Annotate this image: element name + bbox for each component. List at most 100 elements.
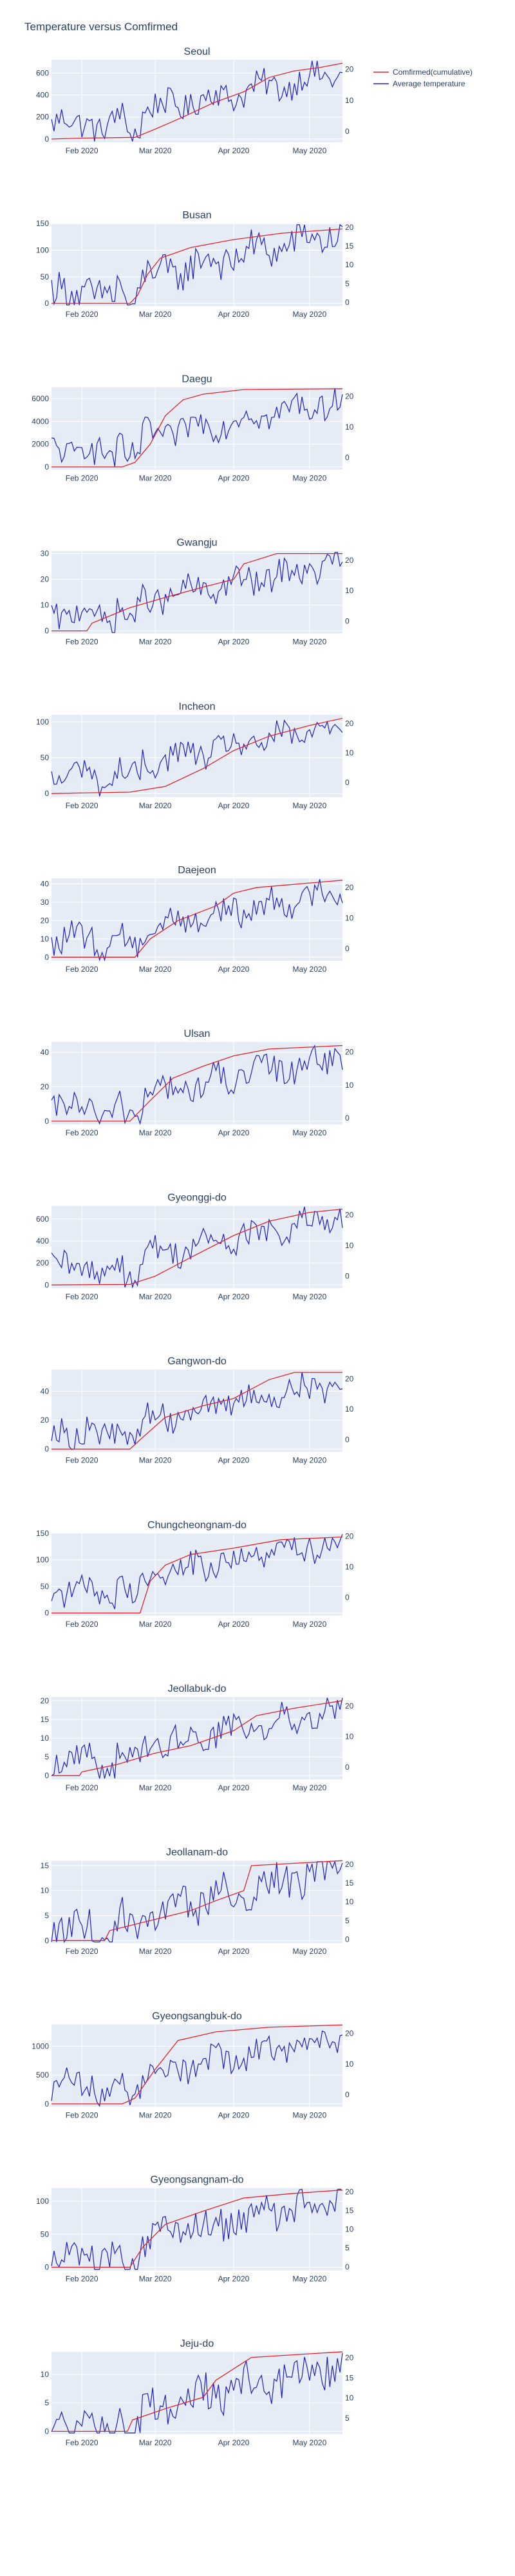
y-right-tick-label: 15 — [345, 2373, 354, 2382]
x-tick-label: May 2020 — [293, 801, 327, 810]
subplot-title: Gyeongsangnam-do — [151, 2175, 244, 2186]
temperature-line[interactable] — [51, 1372, 343, 1450]
subplot-gyeongsangbuk-do: Gyeongsangbuk-do Feb 2020 Mar 2020 Apr 2020… — [32, 2011, 353, 2119]
confirmed-line[interactable] — [52, 553, 342, 632]
y-left-tick-label: 600 — [36, 1215, 49, 1224]
x-tick-label: Mar 2020 — [139, 2438, 172, 2447]
x-tick-label: Mar 2020 — [139, 801, 172, 810]
confirmed-line[interactable] — [52, 2190, 343, 2268]
temperature-line[interactable] — [51, 61, 343, 142]
temperature-line[interactable] — [51, 1860, 343, 1944]
temperature-line[interactable] — [51, 1206, 343, 1289]
plot-area[interactable] — [52, 60, 342, 142]
confirmed-line[interactable] — [52, 228, 343, 304]
confirmed-line[interactable] — [52, 1860, 343, 1941]
confirmed-line[interactable] — [52, 1045, 343, 1122]
x-tick-label: Apr 2020 — [218, 310, 250, 319]
y-left-tick-label: 10 — [41, 934, 50, 943]
plot-area[interactable] — [52, 714, 342, 797]
plot-area[interactable] — [52, 2351, 342, 2434]
subplot-title: Gangwon-do — [167, 1356, 227, 1367]
y-left-tick-label: 0 — [44, 627, 49, 636]
plot-area[interactable] — [52, 223, 342, 307]
x-tick-label: Feb 2020 — [66, 638, 98, 647]
confirmed-line[interactable] — [52, 2351, 343, 2432]
y-right-tick-label: 5 — [345, 2414, 350, 2423]
confirmed-line[interactable] — [52, 1700, 343, 1776]
subplot-jeollabuk-do: Jeollabuk-do Feb 2020 Mar 2020 Apr 2020 May … — [41, 1683, 354, 1792]
y-right-tick-label: 20 — [345, 1701, 354, 1710]
confirmed-line[interactable] — [52, 880, 343, 958]
confirmed-line[interactable] — [52, 388, 343, 468]
confirmed-line[interactable] — [52, 1372, 342, 1450]
x-tick-label: Apr 2020 — [218, 1456, 250, 1465]
y-right-tick-label: 10 — [345, 748, 354, 757]
confirmed-line[interactable] — [51, 1208, 343, 1285]
y-left-tick-label: 40 — [41, 1387, 50, 1396]
plot-area[interactable] — [52, 2024, 342, 2107]
subplot-title: Jeollanam-do — [166, 1847, 228, 1858]
y-left-tick-label: 50 — [41, 272, 50, 281]
y-right-tick-label: 20 — [345, 1374, 354, 1383]
temperature-line[interactable] — [51, 1698, 343, 1779]
y-right-tick-label: 0 — [345, 127, 350, 136]
plot-area[interactable] — [52, 1533, 342, 1616]
x-tick-label: Mar 2020 — [139, 2110, 172, 2119]
temperature-line[interactable] — [51, 223, 343, 306]
plot-area[interactable] — [52, 551, 342, 634]
y-right-tick-label: 5 — [345, 2244, 350, 2253]
x-tick-label: May 2020 — [293, 1128, 327, 1137]
plot-area[interactable] — [52, 1861, 342, 1944]
x-tick-label: Feb 2020 — [66, 146, 98, 155]
x-tick-label: Mar 2020 — [139, 965, 172, 974]
subplot-title: Chungcheongnam-do — [147, 1520, 247, 1531]
temperature-line[interactable] — [51, 551, 343, 633]
y-right-tick-label: 0 — [345, 1113, 350, 1122]
y-right-tick-label: 20 — [345, 64, 354, 73]
temperature-line[interactable] — [51, 388, 343, 467]
plot-area[interactable] — [52, 387, 342, 470]
y-left-tick-label: 20 — [41, 1083, 50, 1092]
confirmed-line[interactable] — [51, 717, 343, 794]
x-tick-label: May 2020 — [293, 1947, 327, 1956]
subplot-title: Daegu — [182, 374, 212, 384]
legend-label-confirmed[interactable]: Comfirmed(cumulative) — [393, 68, 473, 77]
temperature-line[interactable] — [51, 719, 343, 797]
y-right-tick-label: 0 — [345, 1435, 350, 1444]
temperature-line[interactable] — [51, 879, 343, 961]
legend-label-temperature[interactable]: Average temperature — [393, 79, 465, 88]
y-left-tick-label: 600 — [36, 68, 49, 77]
plot-area[interactable] — [52, 1206, 342, 1289]
y-left-tick-label: 20 — [41, 575, 50, 584]
temperature-line[interactable] — [51, 2188, 343, 2270]
x-tick-label: May 2020 — [293, 473, 327, 482]
x-tick-label: Apr 2020 — [218, 1292, 250, 1301]
plot-area[interactable] — [52, 1369, 342, 1452]
plot-area[interactable] — [52, 878, 342, 961]
y-left-tick-label: 0 — [44, 952, 49, 961]
temperature-line[interactable] — [51, 1045, 343, 1125]
confirmed-line[interactable] — [52, 1536, 343, 1614]
y-left-tick-label: 5 — [44, 1752, 49, 1761]
y-right-tick-label: 5 — [345, 1916, 350, 1925]
x-tick-label: Mar 2020 — [139, 310, 172, 319]
y-right-tick-label: 0 — [345, 2262, 350, 2271]
confirmed-line[interactable] — [51, 62, 343, 140]
temperature-line[interactable] — [51, 2030, 343, 2107]
y-right-tick-label: 10 — [345, 914, 354, 923]
y-right-tick-label: 10 — [345, 1732, 354, 1741]
subplot-title: Gwangju — [176, 538, 217, 549]
y-left-tick-label: 40 — [41, 1048, 50, 1057]
y-left-tick-label: 50 — [41, 753, 50, 762]
x-tick-label: Mar 2020 — [139, 1947, 172, 1956]
y-right-tick-label: 20 — [345, 556, 354, 565]
y-right-tick-label: 10 — [345, 1241, 354, 1250]
plot-area[interactable] — [52, 2188, 342, 2271]
x-tick-label: May 2020 — [293, 2275, 327, 2284]
temperature-line[interactable] — [51, 2353, 343, 2434]
y-right-tick-label: 15 — [345, 2206, 354, 2215]
confirmed-line[interactable] — [52, 2024, 343, 2105]
x-tick-label: Feb 2020 — [66, 801, 98, 810]
legend[interactable]: Comfirmed(cumulative) Average temperatur… — [373, 68, 473, 88]
